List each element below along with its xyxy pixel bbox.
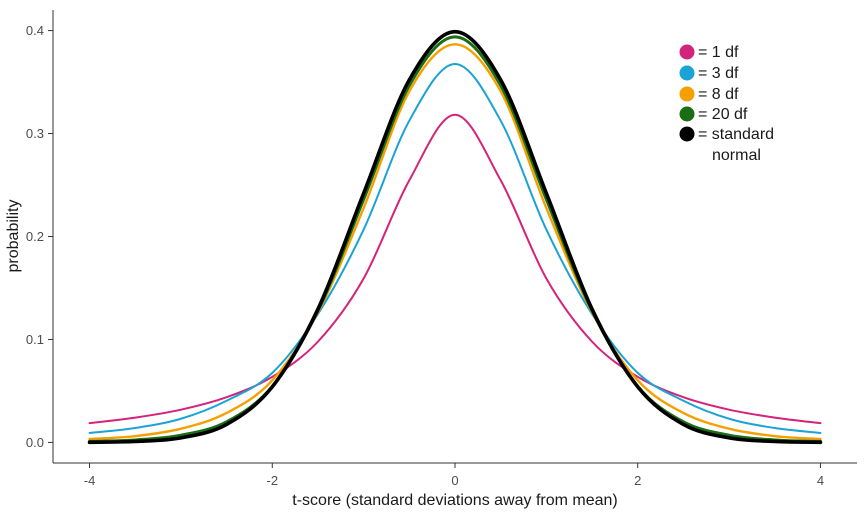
series-line-3-df xyxy=(88,62,822,434)
legend-marker-1-df xyxy=(679,44,695,60)
x-tick-label: 4 xyxy=(817,473,824,488)
legend-item-8-df: = 8 df xyxy=(679,86,739,103)
legend-label-standard: = standard xyxy=(698,126,774,143)
legend-label-normal: normal xyxy=(712,147,761,164)
x-tick-label: -2 xyxy=(266,473,278,488)
y-ticks: 0.0 0.1 0.2 0.3 0.4 xyxy=(26,23,53,450)
y-tick-label: 0.2 xyxy=(26,229,44,244)
x-ticks: -4 -2 0 2 4 xyxy=(84,463,824,488)
legend: = 1 df = 3 df = 8 df = 20 df = standard … xyxy=(679,44,774,164)
legend-item-20-df: = 20 df xyxy=(679,106,748,123)
x-tick-label: -4 xyxy=(84,473,96,488)
legend-label-20-df: = 20 df xyxy=(698,106,748,123)
legend-marker-3-df xyxy=(679,65,695,81)
y-axis-title: probability xyxy=(5,200,22,273)
legend-item-standard-normal: = standard normal xyxy=(679,126,774,164)
series-line-1-df xyxy=(88,113,822,425)
y-tick-label: 0.0 xyxy=(26,435,44,450)
x-tick-label: 2 xyxy=(634,473,641,488)
x-tick-label: 0 xyxy=(451,473,458,488)
y-tick-label: 0.4 xyxy=(26,23,44,38)
legend-label-3-df: = 3 df xyxy=(698,65,739,82)
legend-marker-standard-normal xyxy=(679,126,695,142)
y-tick-label: 0.3 xyxy=(26,126,44,141)
series-lines xyxy=(87,29,823,445)
legend-label-1-df: = 1 df xyxy=(698,44,739,61)
legend-label-8-df: = 8 df xyxy=(698,86,739,103)
x-axis-title: t-score (standard deviations away from m… xyxy=(292,492,617,509)
y-tick-label: 0.1 xyxy=(26,332,44,347)
legend-marker-8-df xyxy=(679,86,695,102)
series-line-20-df xyxy=(88,35,822,443)
series-line-standard-normal xyxy=(87,29,823,445)
legend-item-1-df: = 1 df xyxy=(679,44,739,61)
legend-marker-20-df xyxy=(679,106,695,122)
series-line-8-df xyxy=(88,43,822,441)
legend-item-3-df: = 3 df xyxy=(679,65,739,82)
